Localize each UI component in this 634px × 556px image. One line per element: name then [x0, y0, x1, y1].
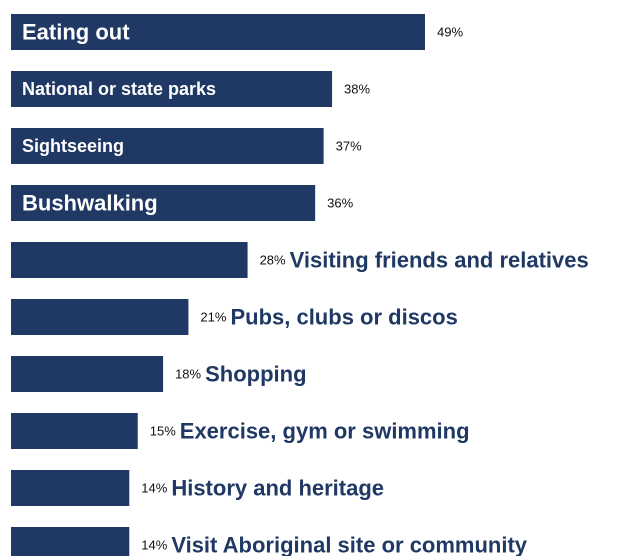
bar: [11, 128, 324, 164]
value-label: 15%: [150, 424, 176, 439]
category-label: Exercise, gym or swimming: [180, 419, 470, 444]
bar: [11, 413, 138, 449]
bar: [11, 356, 164, 392]
category-label: Visit Aboriginal site or community: [171, 533, 527, 556]
bar: [11, 14, 425, 50]
bar: [11, 527, 130, 556]
value-label: 36%: [327, 196, 353, 211]
value-label: 38%: [344, 82, 370, 97]
value-label: 18%: [175, 367, 201, 382]
bar: [11, 470, 130, 506]
value-label: 14%: [141, 538, 167, 553]
value-label: 14%: [141, 481, 167, 496]
category-label: Sightseeing: [22, 136, 124, 156]
category-label: Bushwalking: [22, 191, 158, 216]
value-label: 37%: [336, 139, 362, 154]
category-label: Visiting friends and relatives: [290, 248, 589, 273]
category-label: Eating out: [22, 20, 130, 45]
value-label: 28%: [260, 253, 286, 268]
value-label: 21%: [200, 310, 226, 325]
category-label: National or state parks: [22, 79, 216, 99]
category-label: History and heritage: [171, 476, 384, 501]
value-label: 49%: [437, 25, 463, 40]
bar: [11, 299, 189, 335]
category-label: Pubs, clubs or discos: [230, 305, 457, 330]
bar: [11, 71, 333, 107]
bar: [11, 185, 316, 221]
bar: [11, 242, 248, 278]
category-label: Shopping: [205, 362, 306, 387]
